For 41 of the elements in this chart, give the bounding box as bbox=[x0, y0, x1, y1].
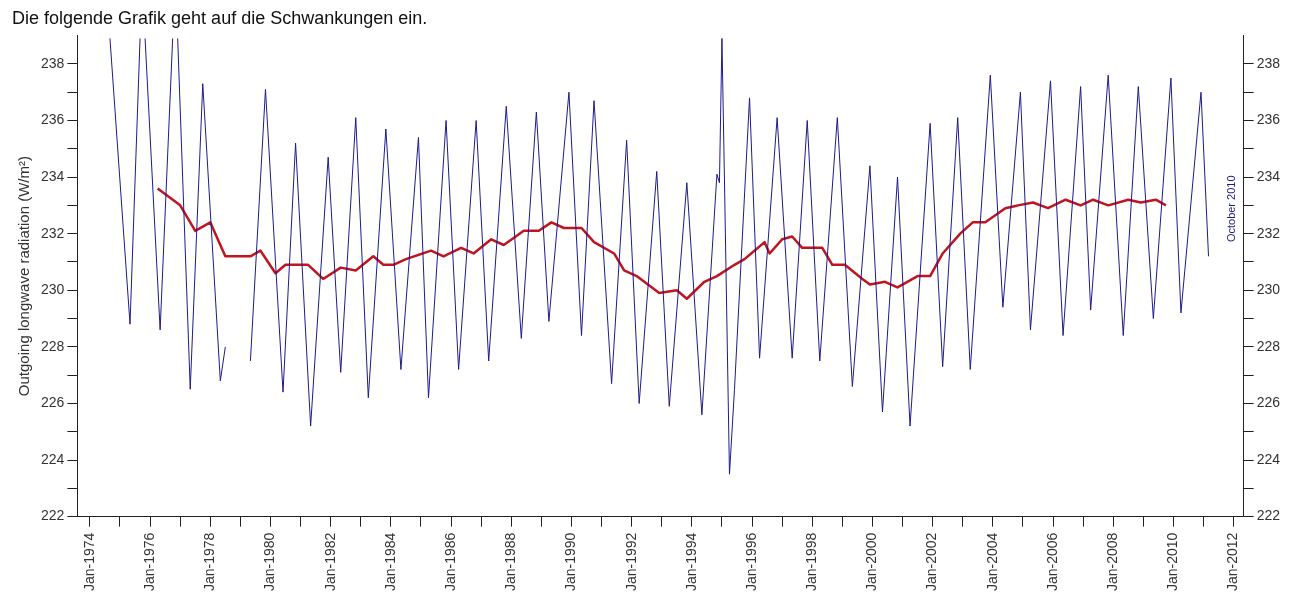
annotation: October 2010 bbox=[1224, 175, 1237, 243]
x-tick-label: Jan-1982 bbox=[321, 532, 338, 592]
x-tick-label: Jan-1974 bbox=[80, 532, 97, 592]
y-tick-label: 230 bbox=[41, 281, 65, 298]
y2-tick-label: 230 bbox=[1256, 281, 1281, 298]
y2-tick-label: 238 bbox=[1256, 54, 1281, 71]
x-tick-label: Jan-1978 bbox=[201, 532, 218, 592]
y2-tick-label: 232 bbox=[1256, 224, 1281, 241]
y2-tick-label: 226 bbox=[1256, 394, 1281, 411]
y2-tick-label: 224 bbox=[1256, 450, 1281, 467]
y-tick-label: 222 bbox=[41, 507, 65, 524]
y-tick-label: 226 bbox=[41, 394, 65, 411]
x-tick-label: Jan-2006 bbox=[1043, 532, 1060, 592]
y-tick-label: 236 bbox=[41, 111, 65, 128]
y-axis-title: Outgoing longwave radiation (W/m²) bbox=[15, 156, 33, 397]
x-tick-label: Jan-2012 bbox=[1224, 532, 1241, 592]
x-tick-label: Jan-1998 bbox=[803, 532, 820, 592]
y-tick-label: 232 bbox=[41, 224, 65, 241]
x-tick-label: Jan-2008 bbox=[1104, 532, 1121, 592]
x-tick-label: Jan-1980 bbox=[261, 532, 278, 592]
y2-tick-label: 236 bbox=[1256, 111, 1281, 128]
chart-title: Die folgende Grafik geht auf die Schwankungen ein. bbox=[12, 7, 428, 28]
x-tick-label: Jan-1996 bbox=[742, 532, 759, 592]
y2-tick-label: 222 bbox=[1256, 507, 1281, 524]
x-tick-label: Jan-2004 bbox=[983, 532, 1000, 592]
x-tick-label: Jan-1984 bbox=[381, 532, 398, 592]
x-tick-label: Jan-1994 bbox=[682, 532, 699, 592]
y-tick-label: 228 bbox=[41, 337, 65, 354]
y-tick-label: 224 bbox=[41, 450, 65, 467]
y-tick-label: 238 bbox=[41, 54, 65, 71]
y2-tick-label: 234 bbox=[1256, 167, 1281, 184]
x-tick-label: Jan-1976 bbox=[140, 532, 157, 592]
x-tick-label: Jan-1992 bbox=[622, 532, 639, 592]
x-tick-label: Jan-1988 bbox=[502, 532, 519, 592]
y2-tick-label: 228 bbox=[1256, 337, 1281, 354]
x-tick-label: Jan-1986 bbox=[441, 532, 458, 592]
x-tick-label: Jan-2000 bbox=[863, 532, 880, 592]
x-tick-label: Jan-2010 bbox=[1164, 532, 1181, 592]
x-tick-label: Jan-1990 bbox=[562, 532, 579, 592]
x-tick-label: Jan-2002 bbox=[923, 532, 940, 592]
y-tick-label: 234 bbox=[41, 167, 65, 184]
